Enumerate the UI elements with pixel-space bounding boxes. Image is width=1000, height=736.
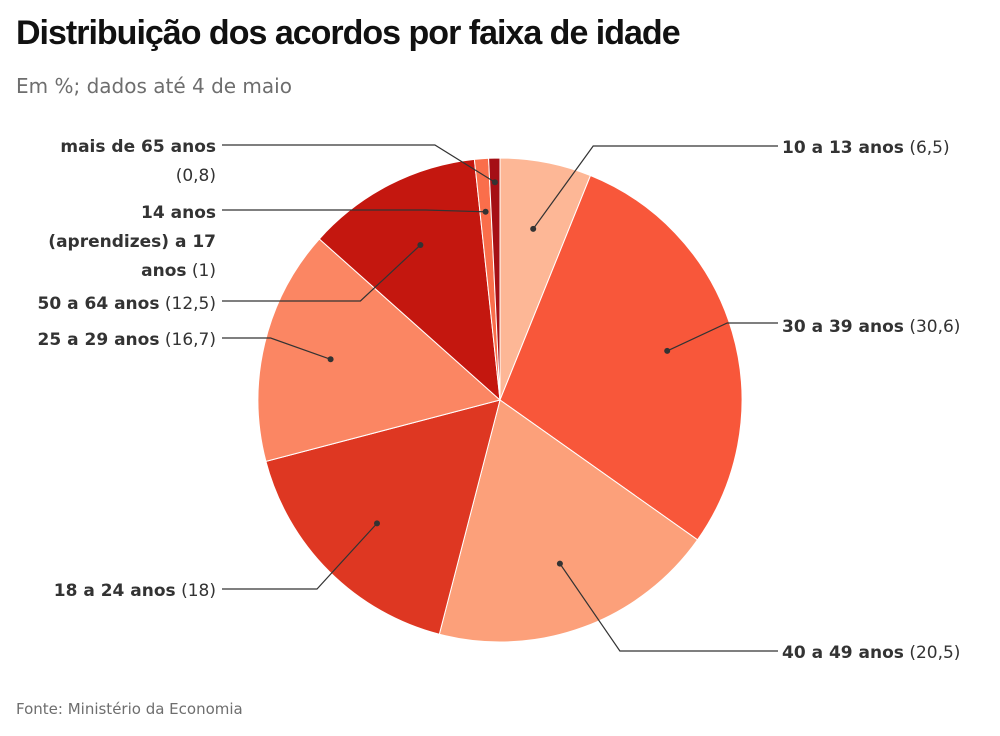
leader-line [222,522,378,590]
slice-label: 18 a 24 anos (18) [54,581,216,601]
leader-lines [222,144,778,652]
slice-label: (aprendizes) a 17 [48,232,216,252]
slice-label: 40 a 49 anos (20,5) [782,643,960,663]
leader-line [222,144,496,183]
pie-slice [499,174,743,541]
pie-slice [265,399,501,635]
slice-label: 30 a 39 anos (30,6) [782,317,960,337]
slice-labels: 10 a 13 anos (6,5) 30 a 39 anos (30,6) 40 … [38,137,961,663]
chart-subtitle: Em %; dados até 4 de maio [16,74,292,98]
leader-line [222,209,486,213]
slice-label: 50 a 64 anos (12,5) [38,294,216,314]
pie-slice [257,238,502,462]
pie-slice [438,399,699,643]
source-note: Fonte: Ministério da Economia [16,700,243,718]
pie-slices [257,157,743,643]
slice-label: mais de 65 anos [60,137,216,157]
leader-dot [374,520,380,527]
leader-dot [327,356,334,363]
leader-dot [417,242,424,248]
slice-label: 25 a 29 anos (16,7) [38,330,216,350]
pie-slice [488,157,501,401]
leader-line [532,145,778,230]
leader-dot [556,560,563,567]
leader-line [222,337,331,360]
slice-label: anos (1) [141,261,216,281]
leader-dot [482,208,489,215]
leader-dot [664,347,671,354]
slice-label: 10 a 13 anos (6,5) [782,138,950,158]
slice-label: 14 anos [141,203,216,223]
chart-title: Distribuição dos acordos por faixa de id… [16,14,681,52]
slice-value-label: (0,8) [176,166,216,186]
leader-line [222,244,421,302]
leader-line [559,563,778,652]
leader-line [666,322,778,352]
leader-dot [530,225,537,232]
leader-dot [491,179,498,186]
